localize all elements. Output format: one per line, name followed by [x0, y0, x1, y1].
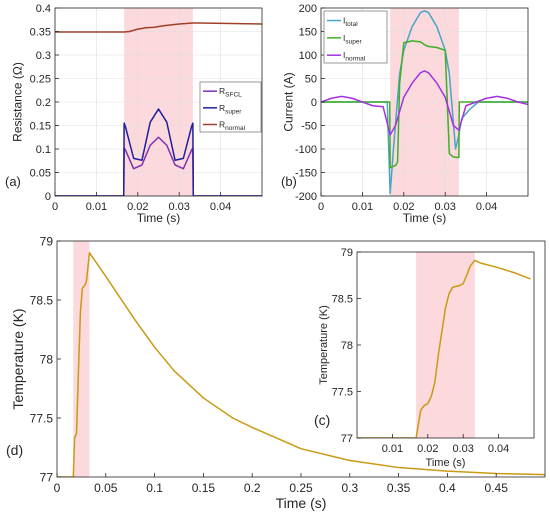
series-line-temperature: [357, 259, 531, 438]
y-axis-title: Current (A): [282, 72, 296, 131]
panel-a: 0 0.01 0.02 0.03 0.04 0 0.05 0.1 0.15 0.2 0.25 0.3 0…: [5, 3, 263, 225]
y-tick-label: -150: [295, 167, 317, 179]
legend-entry-subscript: normal: [345, 56, 365, 63]
panel-b: 0 0.01 0.02 0.03 0.04 -200 -150 -100 -50 0 50 100 15…: [281, 3, 529, 225]
x-tick-label: 0.03: [168, 201, 189, 213]
x-tick-label: 0.04: [488, 443, 509, 455]
y-tick-label: 200: [299, 3, 317, 15]
x-tick-label: 0.04: [476, 201, 497, 213]
y-tick-label: -100: [295, 144, 317, 156]
x-tick-label: 0.25: [289, 481, 313, 495]
x-tick-label: 0.4: [439, 481, 456, 495]
y-tick-label: 77.5: [332, 386, 353, 398]
x-axis-title: Time (s): [137, 211, 181, 225]
legend-box: [199, 81, 262, 133]
legend-entry-subscript: SFCL: [225, 92, 242, 99]
y-tick-label: 50: [305, 73, 317, 85]
x-axis-title: Time (s): [403, 211, 447, 225]
panel-c: 0.01 0.02 0.03 0.04 77 77.5 78 78.5 79 Time (s) Te…: [314, 247, 535, 469]
y-axis-title: Temperature (K): [318, 305, 330, 384]
legend-entry: Rnormal: [219, 120, 246, 133]
y-tick-label: 78.5: [30, 293, 54, 307]
x-tick-label: 0.35: [387, 481, 411, 495]
y-tick-label: 0.1: [36, 144, 51, 156]
x-tick-label: 0.3: [341, 481, 358, 495]
x-axis-title: Time (s): [276, 495, 327, 511]
y-tick-label: 0.25: [30, 73, 51, 85]
series-line-normal: [55, 22, 262, 33]
y-tick-label: -50: [301, 120, 317, 132]
y-tick-label: 0.35: [30, 26, 51, 38]
legend-entry-subscript: super: [345, 38, 362, 45]
y-tick-label: 100: [299, 50, 317, 62]
y-tick-label: 78.5: [332, 293, 353, 305]
y-tick-label: 77: [341, 433, 353, 445]
x-tick-label: 0.01: [86, 201, 107, 213]
series-line-temperature: [57, 252, 545, 477]
y-tick-label: 0: [311, 97, 317, 109]
x-tick-label: 0: [318, 201, 324, 213]
legend-entry-name: I: [343, 50, 345, 60]
y-tick-label: 0.2: [36, 97, 51, 109]
x-tick-label: 0.03: [452, 443, 473, 455]
x-tick-label: 0.01: [382, 443, 403, 455]
legend-box: [323, 10, 388, 64]
y-tick-label: 0.15: [30, 120, 51, 132]
legend-entry-name: I: [343, 16, 345, 26]
y-tick-label: 78: [341, 340, 353, 352]
y-tick-label: 78: [40, 352, 54, 366]
y-tick-label: 77: [40, 470, 54, 484]
x-tick-label: 0: [54, 481, 61, 495]
series-line-super: [55, 108, 262, 196]
x-tick-label: 0.02: [417, 443, 438, 455]
panel-label: (c): [314, 412, 330, 428]
x-tick-label: 0.05: [94, 481, 118, 495]
x-tick-label: 0.02: [127, 201, 148, 213]
legend-entry-subscript: total: [345, 21, 358, 28]
y-tick-label: -200: [295, 191, 317, 203]
y-tick-label: 0.05: [30, 167, 51, 179]
x-tick-label: 0.02: [393, 201, 414, 213]
x-tick-label: 0.03: [434, 201, 455, 213]
legend-entry-name: R: [219, 120, 225, 130]
legend-entry-name: R: [219, 86, 225, 96]
y-axis-title: Temperature (K): [10, 308, 26, 409]
y-tick-label: 0.3: [36, 50, 51, 62]
legend-entry-name: R: [219, 103, 225, 113]
series-line-super: [321, 40, 528, 169]
legend-entry-subscript: super: [225, 108, 242, 115]
y-tick-label: 79: [341, 247, 353, 259]
x-tick-label: 0.15: [192, 481, 216, 495]
panel-d: 0 0.05 0.1 0.15 0.2 0.25 0.3 0.35 0.4 0.45 77 77.5 7…: [6, 234, 546, 511]
y-axis-title: Resistance (Ω): [11, 62, 25, 142]
y-tick-label: 77.5: [30, 411, 54, 425]
panel-label: (a): [5, 174, 21, 189]
y-tick-label: 0: [45, 191, 51, 203]
y-tick-label: 79: [40, 234, 54, 248]
legend-entry-name: I: [343, 33, 345, 43]
panel-label: (d): [6, 442, 23, 458]
x-tick-label: 0.01: [352, 201, 373, 213]
x-tick-label: 0.1: [146, 481, 163, 495]
legend-entry: Isuper: [343, 33, 362, 46]
y-tick-label: 0.4: [36, 3, 51, 15]
panel-label: (b): [281, 174, 297, 189]
fault-window-shade: [416, 252, 475, 438]
series-line-normal: [321, 70, 528, 136]
legend-entry: Inormal: [343, 50, 366, 63]
legend-entry: Itotal: [343, 16, 358, 29]
x-tick-label: 0: [52, 201, 58, 213]
y-tick-label: 150: [299, 26, 317, 38]
legend-entry-subscript: normal: [225, 125, 245, 132]
legend-entry: RSFCL: [219, 86, 242, 99]
legend-entry: Rsuper: [219, 103, 242, 116]
x-tick-label: 0.2: [244, 481, 261, 495]
x-tick-label: 0.04: [210, 201, 231, 213]
x-axis-title: Time (s): [426, 457, 466, 469]
x-tick-label: 0.45: [485, 481, 509, 495]
